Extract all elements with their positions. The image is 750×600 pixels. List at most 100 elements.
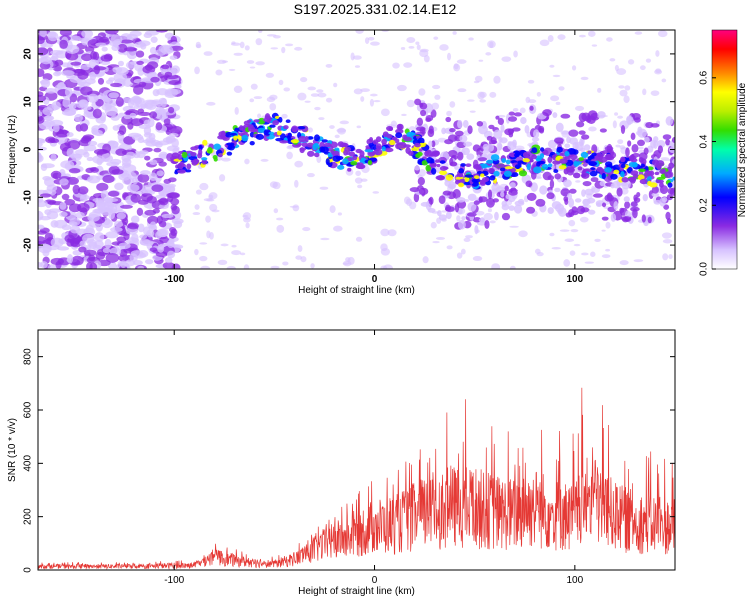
- heatmap-cell: [594, 238, 601, 242]
- heatmap-cell: [66, 132, 74, 138]
- heatmap-cell: [610, 213, 617, 222]
- heatmap-cell: [92, 197, 106, 203]
- heatmap-cell: [38, 94, 47, 102]
- heatmap-cell: [50, 170, 62, 179]
- heatmap-cell: [597, 87, 602, 93]
- heatmap-cell: [243, 264, 250, 269]
- heatmap-cell: [473, 200, 480, 206]
- heatmap-cell: [415, 153, 421, 158]
- heatmap-cell: [453, 63, 459, 70]
- heatmap-cell: [69, 217, 81, 227]
- heatmap-cell: [546, 192, 555, 200]
- heatmap-cell: [373, 100, 381, 103]
- heatmap-cell: [208, 194, 214, 200]
- heatmap-cell: [231, 250, 242, 256]
- heatmap-cell: [148, 132, 156, 141]
- heatmap-cell: [551, 246, 561, 250]
- heatmap-cell: [487, 40, 496, 49]
- heatmap-cell: [386, 133, 393, 139]
- snr-y-label: SNR (10 * v/v): [7, 418, 18, 482]
- heatmap-cell: [493, 75, 501, 84]
- heatmap-cell: [570, 228, 579, 233]
- heatmap-cell: [47, 264, 57, 269]
- heatmap-cell: [38, 115, 45, 124]
- heatmap-cell: [40, 78, 51, 88]
- heatmap-cell: [164, 71, 173, 78]
- heatmap-cell: [414, 142, 421, 148]
- heatmap-cell: [143, 32, 153, 39]
- heatmap-cell: [104, 238, 112, 249]
- heatmap-cell: [672, 176, 675, 181]
- heatmap-cell: [487, 189, 493, 200]
- heatmap-cell: [372, 191, 380, 194]
- colorbar-tick-label: 0.4: [699, 134, 710, 148]
- heatmap-cell: [490, 154, 500, 161]
- heatmap-cell: [312, 143, 318, 151]
- heatmap-cell: [583, 168, 592, 173]
- heatmap-cell: [108, 140, 119, 148]
- heatmap-cell: [372, 139, 379, 145]
- heatmap-cell: [478, 196, 483, 204]
- heatmap-cell: [615, 144, 621, 148]
- heatmap-cell: [82, 233, 95, 243]
- heatmap-cell: [465, 235, 473, 239]
- heatmap-cell: [582, 180, 592, 187]
- heatmap-cell: [42, 120, 56, 128]
- heatmap-cell: [38, 146, 47, 151]
- heatmap-cell: [278, 116, 283, 123]
- heatmap-cell: [578, 130, 586, 135]
- heatmap-cell: [228, 68, 236, 71]
- heatmap-cell: [286, 151, 293, 160]
- heatmap-cell: [474, 75, 483, 82]
- heatmap-cell: [613, 200, 619, 211]
- heatmap-cell: [77, 186, 89, 195]
- heatmap-cell: [464, 176, 470, 183]
- heatmap-cell: [380, 228, 390, 237]
- heatmap-cell: [86, 156, 94, 162]
- heatmap-cell: [513, 50, 518, 58]
- heatmap-cell: [50, 220, 59, 228]
- heatmap-cell: [627, 59, 635, 65]
- heatmap-cell: [657, 145, 663, 154]
- heatmap-cell: [569, 154, 578, 160]
- heatmap-cell: [316, 89, 324, 93]
- heatmap-cell: [465, 163, 472, 167]
- heatmap-cell: [83, 249, 97, 257]
- heatmap-cell: [218, 153, 223, 157]
- heatmap-cell: [98, 36, 109, 43]
- heatmap-cell: [117, 43, 128, 53]
- heatmap-cell: [619, 167, 625, 172]
- heatmap-cell: [339, 120, 350, 125]
- heatmap-cell: [588, 126, 597, 132]
- heatmap-cell: [207, 147, 213, 154]
- heatmap-cell: [558, 86, 565, 91]
- heatmap-cell: [568, 209, 575, 218]
- heatmap-cell: [520, 117, 527, 125]
- heatmap-cell: [616, 68, 627, 76]
- heatmap-cell: [606, 37, 613, 42]
- heatmap-cell: [355, 30, 364, 34]
- heatmap-cell: [431, 167, 437, 175]
- heatmap-cell: [504, 185, 509, 192]
- heatmap-cell: [64, 234, 75, 243]
- heatmap-cell: [381, 146, 386, 152]
- heatmap-cell: [192, 212, 201, 216]
- heatmap-cell: [442, 190, 452, 196]
- heatmap-cell: [554, 187, 561, 193]
- heatmap-cell: [268, 131, 275, 135]
- heatmap-cell: [66, 254, 74, 264]
- heatmap-cell: [282, 261, 289, 266]
- heatmap-cell: [105, 231, 119, 239]
- heatmap-cell: [406, 36, 416, 43]
- heatmap-cell: [79, 240, 86, 247]
- heatmap-cell: [126, 49, 138, 60]
- heatmap-cell: [656, 176, 666, 180]
- heatmap-cell: [158, 220, 167, 228]
- heatmap-cell: [126, 151, 136, 159]
- heatmap-cell: [200, 265, 211, 269]
- heatmap-cell: [666, 194, 674, 201]
- heatmap-cell: [146, 196, 157, 204]
- heatmap-cell: [102, 247, 111, 254]
- heatmap-cell: [666, 218, 672, 224]
- heatmap-cell: [643, 147, 649, 155]
